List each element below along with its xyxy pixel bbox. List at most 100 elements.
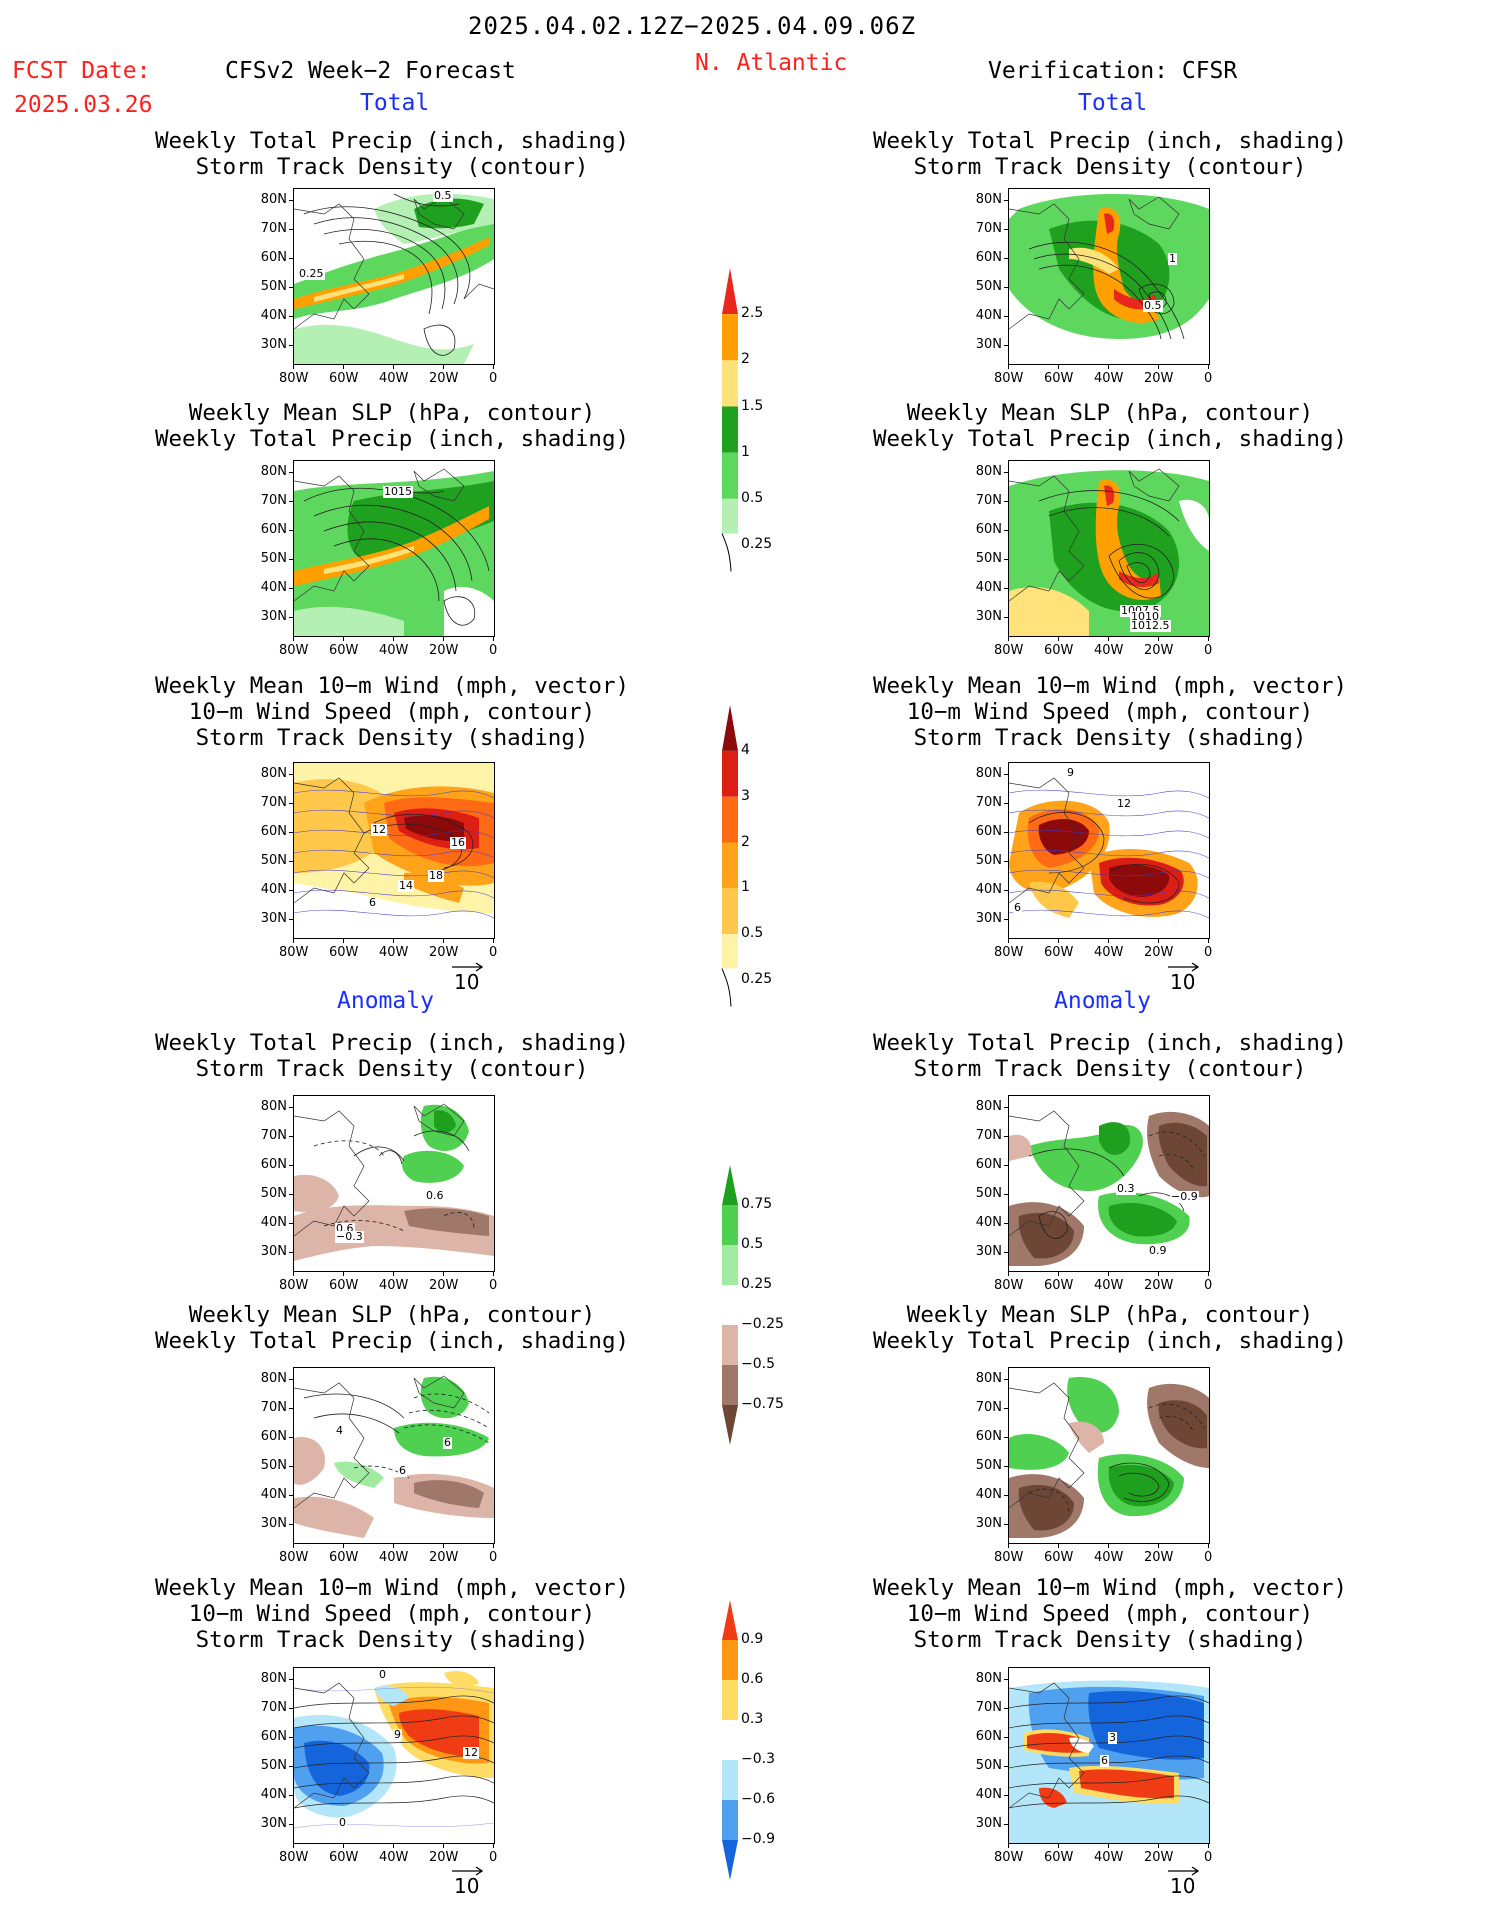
lon-tick-mark: [493, 1843, 494, 1848]
lat-tick-mark: [289, 1465, 294, 1467]
lat-tick-label: 80N: [975, 464, 1002, 480]
colorbar-storm-total: [721, 705, 740, 1024]
colorbar-graphic: [722, 1165, 738, 1445]
contour-label: 6: [368, 896, 377, 909]
lon-tick-mark: [1108, 636, 1109, 641]
title-line: Weekly Total Precip (inch, shading): [872, 1328, 1348, 1354]
title-line: Weekly Total Precip (inch, shading): [154, 1030, 630, 1056]
colorbar-segment: [722, 452, 738, 499]
title-line: Storm Track Density (contour): [195, 1056, 589, 1082]
contour-label: −0.3: [335, 1230, 364, 1243]
title-line: Storm Track Density (shading): [913, 725, 1307, 751]
map-vf-slp-anom: [1008, 1367, 1210, 1544]
colorbar-label: 0.75: [741, 1196, 773, 1212]
lon-tick-label: 60W: [329, 643, 359, 658]
lon-tick-label: 20W: [1144, 1850, 1174, 1865]
lon-tick-mark: [293, 364, 294, 369]
lon-tick-label: 40W: [379, 945, 409, 960]
lat-tick-mark: [289, 315, 294, 317]
title-line: Storm Track Density (contour): [195, 154, 589, 180]
lat-tick-mark: [289, 1765, 294, 1767]
lat-tick-mark: [1004, 344, 1009, 346]
lon-tick-label: 0: [489, 1278, 498, 1293]
contour-label: 12: [1116, 797, 1132, 810]
lon-tick-label: 40W: [1094, 945, 1124, 960]
title-line: Storm Track Density (shading): [195, 725, 589, 751]
title-line: Storm Track Density (contour): [913, 1056, 1307, 1082]
colorbar-label: 1.5: [741, 397, 764, 414]
lat-tick-label: 50N: [260, 852, 287, 868]
lon-tick-mark: [393, 1271, 394, 1276]
colorbar-tail: [721, 533, 732, 572]
lat-tick-label: 50N: [260, 1457, 287, 1473]
lat-tick-mark: [289, 229, 294, 231]
lon-tick-mark: [1208, 1843, 1209, 1848]
lon-tick-label: 0: [1204, 371, 1213, 386]
contour-label: 3: [1108, 1731, 1117, 1744]
lat-tick-mark: [1004, 616, 1009, 618]
lat-tick-label: 70N: [975, 221, 1002, 237]
lon-tick-mark: [1058, 938, 1059, 943]
arrow-right-icon: [452, 1866, 484, 1876]
lat-tick-label: 30N: [975, 1815, 1002, 1831]
contour-label: 9: [1066, 766, 1075, 779]
lon-tick-label: 0: [489, 1550, 498, 1565]
lat-tick-mark: [289, 918, 294, 920]
lat-tick-mark: [1004, 1408, 1009, 1410]
colorbar-segment: [722, 1800, 738, 1840]
lat-tick-label: 30N: [260, 1243, 287, 1259]
colorbar-segment: [722, 1680, 738, 1720]
lat-tick-label: 60N: [975, 250, 1002, 265]
lon-tick-label: 40W: [1094, 643, 1124, 658]
title-line: Weekly Mean SLP (hPa, contour): [188, 400, 596, 426]
colorbar-segment: [722, 1640, 738, 1680]
lon-tick-label: 40W: [379, 1850, 409, 1865]
contour-label: −0.9: [1170, 1190, 1199, 1203]
lat-tick-mark: [289, 530, 294, 531]
lat-tick-label: 60N: [975, 824, 1002, 839]
colorbar-segment: [722, 314, 738, 361]
lat-tick-mark: [1004, 1222, 1009, 1224]
lon-tick-label: 80W: [279, 945, 309, 960]
lat-tick-label: 30N: [975, 608, 1002, 624]
lat-tick-label: 50N: [975, 1185, 1002, 1201]
lon-tick-mark: [343, 1843, 344, 1848]
lon-tick-label: 20W: [429, 643, 459, 658]
colorbar-segment: [722, 1205, 738, 1245]
lat-tick-label: 30N: [975, 1243, 1002, 1259]
lon-tick-mark: [1008, 1271, 1009, 1276]
lon-tick-label: 80W: [994, 945, 1024, 960]
lon-tick-label: 80W: [279, 643, 309, 658]
colorbar-label: 0.25: [741, 971, 773, 987]
lon-tick-mark: [1208, 636, 1209, 641]
lat-tick-label: 50N: [975, 1457, 1002, 1473]
arrow-right-icon: [452, 962, 484, 972]
lat-tick-label: 70N: [260, 1400, 287, 1416]
lat-tick-mark: [289, 501, 294, 503]
colorbar-precip-anom: [722, 1165, 740, 1449]
section-anomaly-right: Anomaly: [1054, 988, 1151, 1014]
vector-ref-value: 10: [454, 970, 480, 994]
lon-tick-mark: [443, 938, 444, 943]
colorbar-segment: [722, 842, 738, 889]
lat-tick-label: 30N: [260, 336, 287, 352]
lon-tick-mark: [1158, 938, 1159, 943]
lon-tick-label: 20W: [1144, 643, 1174, 658]
colorbar-segment: [722, 888, 738, 935]
lon-tick-mark: [293, 1271, 294, 1276]
lon-tick-mark: [293, 636, 294, 641]
map-fc-precip-storm: [293, 188, 495, 365]
lon-tick-mark: [1158, 636, 1159, 641]
contour-label: 1015: [383, 485, 413, 498]
lat-tick-label: 60N: [260, 250, 287, 265]
contour-label: 0.25: [298, 267, 325, 280]
title-line: 10−m Wind Speed (mph, contour): [906, 1601, 1314, 1627]
colorbar-segment: [722, 1720, 738, 1760]
lat-tick-mark: [289, 200, 294, 202]
lon-tick-mark: [293, 1843, 294, 1848]
colorbar-label: −0.25: [741, 1316, 784, 1332]
colorbar-label: −0.5: [741, 1356, 775, 1372]
lat-tick-mark: [1004, 1251, 1009, 1253]
colorbar-segment: [722, 934, 738, 969]
title-line: Weekly Total Precip (inch, shading): [872, 426, 1348, 452]
